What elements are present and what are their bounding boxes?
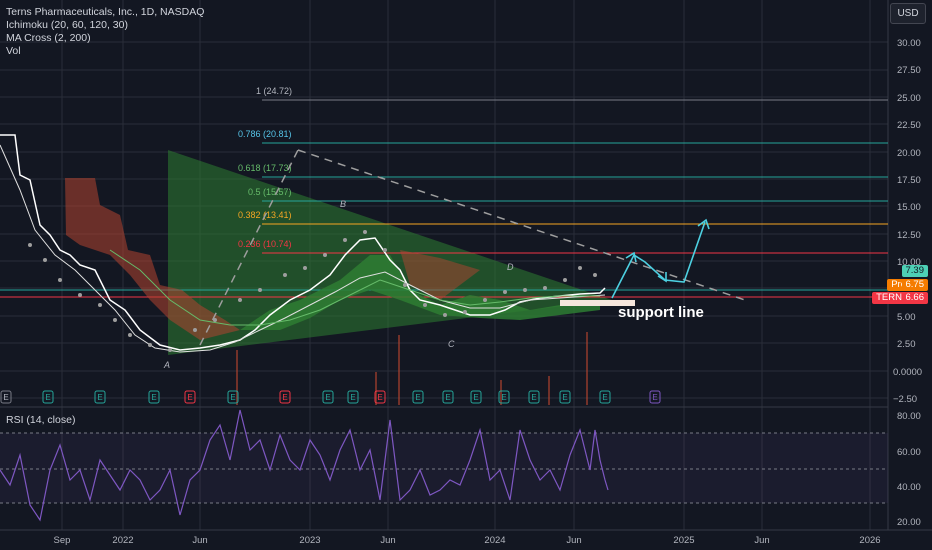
svg-text:80.00: 80.00	[897, 411, 921, 422]
svg-text:E: E	[151, 393, 156, 402]
price-line	[0, 134, 606, 351]
chart-legend[interactable]: Terns Pharmaceuticals, Inc., 1D, NASDAQ …	[6, 6, 204, 58]
svg-text:E: E	[350, 393, 355, 402]
svg-text:E: E	[445, 393, 450, 402]
ma-line	[0, 144, 606, 353]
svg-text:E: E	[562, 393, 567, 402]
svg-text:Jun: Jun	[566, 535, 581, 546]
svg-text:E: E	[473, 393, 478, 402]
svg-text:17.50: 17.50	[897, 175, 921, 186]
svg-text:2026: 2026	[859, 535, 880, 546]
svg-text:E: E	[325, 393, 330, 402]
rsi-band	[0, 433, 888, 503]
fib-label-0236: 0.236 (10.74)	[238, 239, 292, 249]
svg-text:15.00: 15.00	[897, 202, 921, 213]
svg-text:E: E	[377, 393, 382, 402]
ticker-badge-label: TERN	[872, 292, 906, 304]
arrow-head-2	[657, 272, 667, 283]
ichimoku-cloud-bearish	[65, 178, 240, 340]
svg-text:40.00: 40.00	[897, 482, 921, 493]
fib-label-0786: 0.786 (20.81)	[238, 129, 292, 139]
support-line-rect[interactable]	[560, 300, 635, 306]
svg-text:Jun: Jun	[380, 535, 395, 546]
svg-text:5.00: 5.00	[897, 312, 916, 323]
ichimoku-cloud-bearish-2	[400, 250, 480, 300]
svg-text:12.50: 12.50	[897, 230, 921, 241]
volume-bars	[236, 332, 588, 405]
svg-text:Jun: Jun	[192, 535, 207, 546]
fib-label-1: 1 (24.72)	[256, 86, 292, 96]
price-axis[interactable]: 30.00 27.50 25.00 22.50 20.00 17.50 15.00 12…	[893, 38, 922, 528]
event-markers[interactable]: E E E E E E E E E E E E E E	[0, 390, 661, 404]
svg-text:20.00: 20.00	[897, 148, 921, 159]
projection-path[interactable]	[611, 221, 706, 299]
ichimoku-cloud-bullish	[240, 255, 600, 330]
wave-label-b: B	[340, 199, 346, 209]
svg-text:2025: 2025	[673, 535, 694, 546]
svg-text:−2.50: −2.50	[893, 394, 917, 405]
svg-text:10.00: 10.00	[897, 257, 921, 268]
legend-title[interactable]: Terns Pharmaceuticals, Inc., 1D, NASDAQ	[6, 6, 205, 18]
svg-text:E: E	[501, 393, 506, 402]
fib-label-05: 0.5 (15.57)	[248, 187, 292, 197]
svg-text:2024: 2024	[484, 535, 505, 546]
rsi-line	[0, 409, 609, 522]
svg-text:E: E	[282, 393, 287, 402]
chikou-markers	[28, 230, 597, 352]
legend-ma-cross[interactable]: MA Cross (2, 200)	[6, 32, 91, 44]
arrow-head-1	[625, 251, 637, 263]
svg-text:Sep: Sep	[54, 535, 71, 546]
svg-text:E: E	[45, 393, 50, 402]
pre-badge-value: 6.75	[901, 279, 928, 291]
legend-vol[interactable]: Vol	[6, 45, 21, 57]
svg-text:2.50: 2.50	[897, 339, 916, 350]
trendline-resistance[interactable]	[297, 149, 746, 301]
svg-text:Jun: Jun	[754, 535, 769, 546]
svg-text:27.50: 27.50	[897, 65, 921, 76]
svg-text:E: E	[415, 393, 420, 402]
svg-text:E: E	[3, 393, 8, 402]
svg-text:E: E	[531, 393, 536, 402]
wave-label-c: C	[448, 339, 455, 349]
svg-text:E: E	[187, 393, 192, 402]
svg-text:E: E	[602, 393, 607, 402]
rsi-legend[interactable]: RSI (14, close)	[6, 414, 76, 426]
svg-text:2022: 2022	[112, 535, 133, 546]
ma-200-line	[109, 249, 600, 326]
currency-button[interactable]: USD	[890, 3, 926, 24]
ticker-badge-value: 6.66	[901, 292, 928, 304]
svg-text:E: E	[97, 393, 102, 402]
arrow-head-3	[697, 218, 710, 230]
time-axis[interactable]: Sep 2022 Jun 2023 Jun 2024 Jun 2025 Jun 2026	[54, 535, 881, 546]
legend-ichimoku[interactable]: Ichimoku (20, 60, 120, 30)	[6, 19, 128, 31]
fib-label-0618: 0.618 (17.73)	[238, 163, 292, 173]
support-line-label[interactable]: support line	[618, 304, 704, 321]
svg-text:20.00: 20.00	[897, 517, 921, 528]
svg-text:22.50: 22.50	[897, 120, 921, 131]
svg-text:30.00: 30.00	[897, 38, 921, 49]
svg-text:E: E	[652, 393, 657, 402]
svg-text:0.0000: 0.0000	[893, 367, 922, 378]
last-price-badge: 7.39	[901, 265, 928, 277]
wave-label-d: D	[507, 262, 514, 272]
wave-label-a: A	[163, 360, 170, 370]
svg-text:60.00: 60.00	[897, 447, 921, 458]
svg-text:25.00: 25.00	[897, 93, 921, 104]
svg-text:E: E	[230, 393, 235, 402]
svg-text:2023: 2023	[299, 535, 320, 546]
